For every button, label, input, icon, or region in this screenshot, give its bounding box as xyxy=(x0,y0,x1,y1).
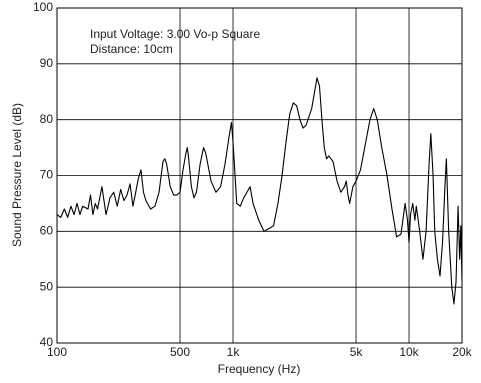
y-tick-label: 60 xyxy=(40,224,54,238)
data-line xyxy=(56,77,463,305)
x-tick-label: 20k xyxy=(452,345,472,359)
x-tick-label: 1k xyxy=(227,345,241,359)
x-tick-label: 10k xyxy=(399,345,419,359)
y-tick-label: 100 xyxy=(33,0,53,14)
x-tick-label: 100 xyxy=(47,345,67,359)
x-axis-label: Frequency (Hz) xyxy=(218,362,301,376)
annotation: Input Voltage: 3.00 Vo-p Square xyxy=(90,27,260,41)
x-tick-label: 5k xyxy=(350,345,364,359)
y-tick-label: 40 xyxy=(40,335,54,349)
y-tick-label: 50 xyxy=(40,279,54,293)
y-tick-label: 70 xyxy=(40,168,54,182)
y-axis-label: Sound Pressure Level (dB) xyxy=(10,103,24,247)
y-tick-label: 80 xyxy=(40,112,54,126)
x-tick-label: 500 xyxy=(170,345,190,359)
annotation: Distance: 10cm xyxy=(90,42,173,56)
y-tick-label: 90 xyxy=(40,56,54,70)
